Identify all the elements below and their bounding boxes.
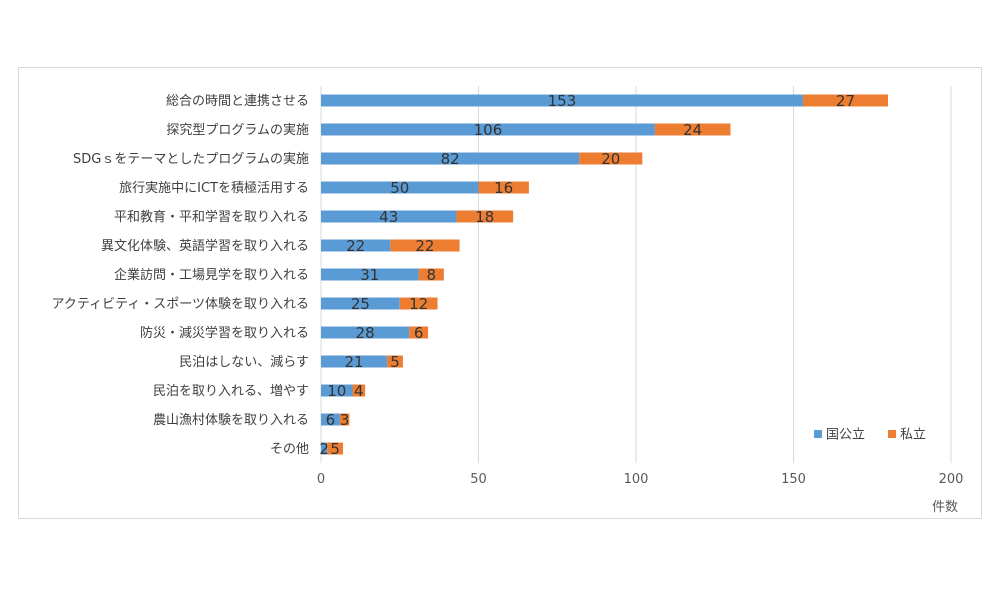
- category-label: 企業訪問・工場見学を取り入れる: [114, 267, 309, 283]
- category-label: 農山漁村体験を取り入れる: [153, 413, 309, 428]
- category-label: 旅行実施中にICTを積極活用する: [119, 180, 309, 196]
- bar-private: [387, 355, 403, 368]
- x-tick-label: 150: [781, 472, 806, 487]
- data-label-private: 27: [836, 92, 855, 110]
- bar-public: [321, 442, 328, 455]
- data-label-public: 106: [474, 121, 503, 139]
- bar-public: [321, 268, 419, 281]
- category-label: 民泊を取り入れる、増やす: [153, 384, 309, 399]
- data-label-public: 31: [360, 266, 379, 284]
- x-tick-label: 50: [470, 472, 487, 487]
- bar-private: [409, 326, 429, 339]
- data-label-public: 43: [379, 208, 398, 226]
- data-label-private: 24: [683, 121, 702, 139]
- category-label: 探究型プログラムの実施: [166, 122, 309, 138]
- data-label-private: 18: [475, 208, 494, 226]
- category-label: 総合の時間と連携させる: [166, 93, 309, 109]
- bar-public: [321, 297, 400, 310]
- bar-public: [321, 384, 353, 397]
- category-label: アクティビティ・スポーツ体験を取り入れる: [51, 297, 309, 312]
- bar-public: [321, 413, 340, 426]
- category-label: 平和教育・平和学習を取り入れる: [114, 209, 309, 225]
- data-label-public: 2: [319, 440, 329, 458]
- legend-swatch-private: [888, 430, 896, 438]
- data-label-private: 22: [415, 237, 434, 255]
- bar-public: [321, 94, 803, 107]
- x-axis-title: 件数: [932, 500, 958, 515]
- category-label: 民泊はしない、減らす: [179, 354, 309, 370]
- data-label-private: 5: [390, 353, 400, 371]
- bar-private: [390, 239, 460, 252]
- bar-public: [321, 239, 391, 252]
- stacked-bar-chart: 0 50 100 150 200 件数 総合の時間と連携させる 153 27 探究型プログラムの実…: [51, 86, 964, 515]
- bar-public: [321, 152, 580, 165]
- data-label-private: 3: [340, 411, 350, 429]
- bar-public: [321, 123, 655, 136]
- data-label-private: 6: [414, 324, 424, 342]
- data-label-public: 25: [351, 295, 370, 313]
- chart-frame: 0 50 100 150 200 件数 総合の時間と連携させる 153 27 探究型プログラムの実…: [18, 67, 982, 519]
- bar-private: [802, 94, 888, 107]
- data-label-private: 12: [409, 295, 428, 313]
- bar-private: [654, 123, 731, 136]
- x-tick-label: 100: [624, 472, 649, 487]
- bar-private: [339, 413, 350, 426]
- bar-private: [399, 297, 438, 310]
- bar-public: [321, 355, 388, 368]
- data-label-public: 28: [356, 324, 375, 342]
- data-label-public: 153: [548, 92, 577, 110]
- data-label-private: 8: [426, 266, 436, 284]
- data-label-public: 6: [326, 411, 336, 429]
- x-tick-label: 0: [317, 472, 325, 487]
- bar-private: [478, 181, 529, 194]
- data-label-public: 10: [327, 382, 346, 400]
- data-label-public: 50: [390, 179, 409, 197]
- legend-label-private: 私立: [900, 428, 926, 443]
- bar-private: [579, 152, 643, 165]
- bar-private: [456, 210, 514, 223]
- bar-private: [327, 442, 344, 455]
- legend-swatch-public: [814, 430, 822, 438]
- data-label-private: 20: [601, 150, 620, 168]
- bar-private: [352, 384, 366, 397]
- bar-public: [321, 181, 479, 194]
- bar-private: [418, 268, 444, 281]
- data-label-public: 21: [345, 353, 364, 371]
- data-label-public: 82: [441, 150, 460, 168]
- category-label: SDGｓをテーマとしたプログラムの実施: [73, 151, 309, 167]
- category-label: 防災・減災学習を取り入れる: [140, 325, 309, 341]
- category-label: その他: [270, 442, 309, 457]
- data-label-private: 16: [494, 179, 513, 197]
- data-label-private: 5: [330, 440, 340, 458]
- bar-public: [321, 210, 457, 223]
- x-tick-label: 200: [939, 472, 964, 487]
- data-label-public: 22: [346, 237, 365, 255]
- data-label-private: 4: [354, 382, 364, 400]
- category-label: 異文化体験、英語学習を取り入れる: [101, 238, 309, 254]
- legend-label-public: 国公立: [826, 428, 865, 443]
- bar-public: [321, 326, 410, 339]
